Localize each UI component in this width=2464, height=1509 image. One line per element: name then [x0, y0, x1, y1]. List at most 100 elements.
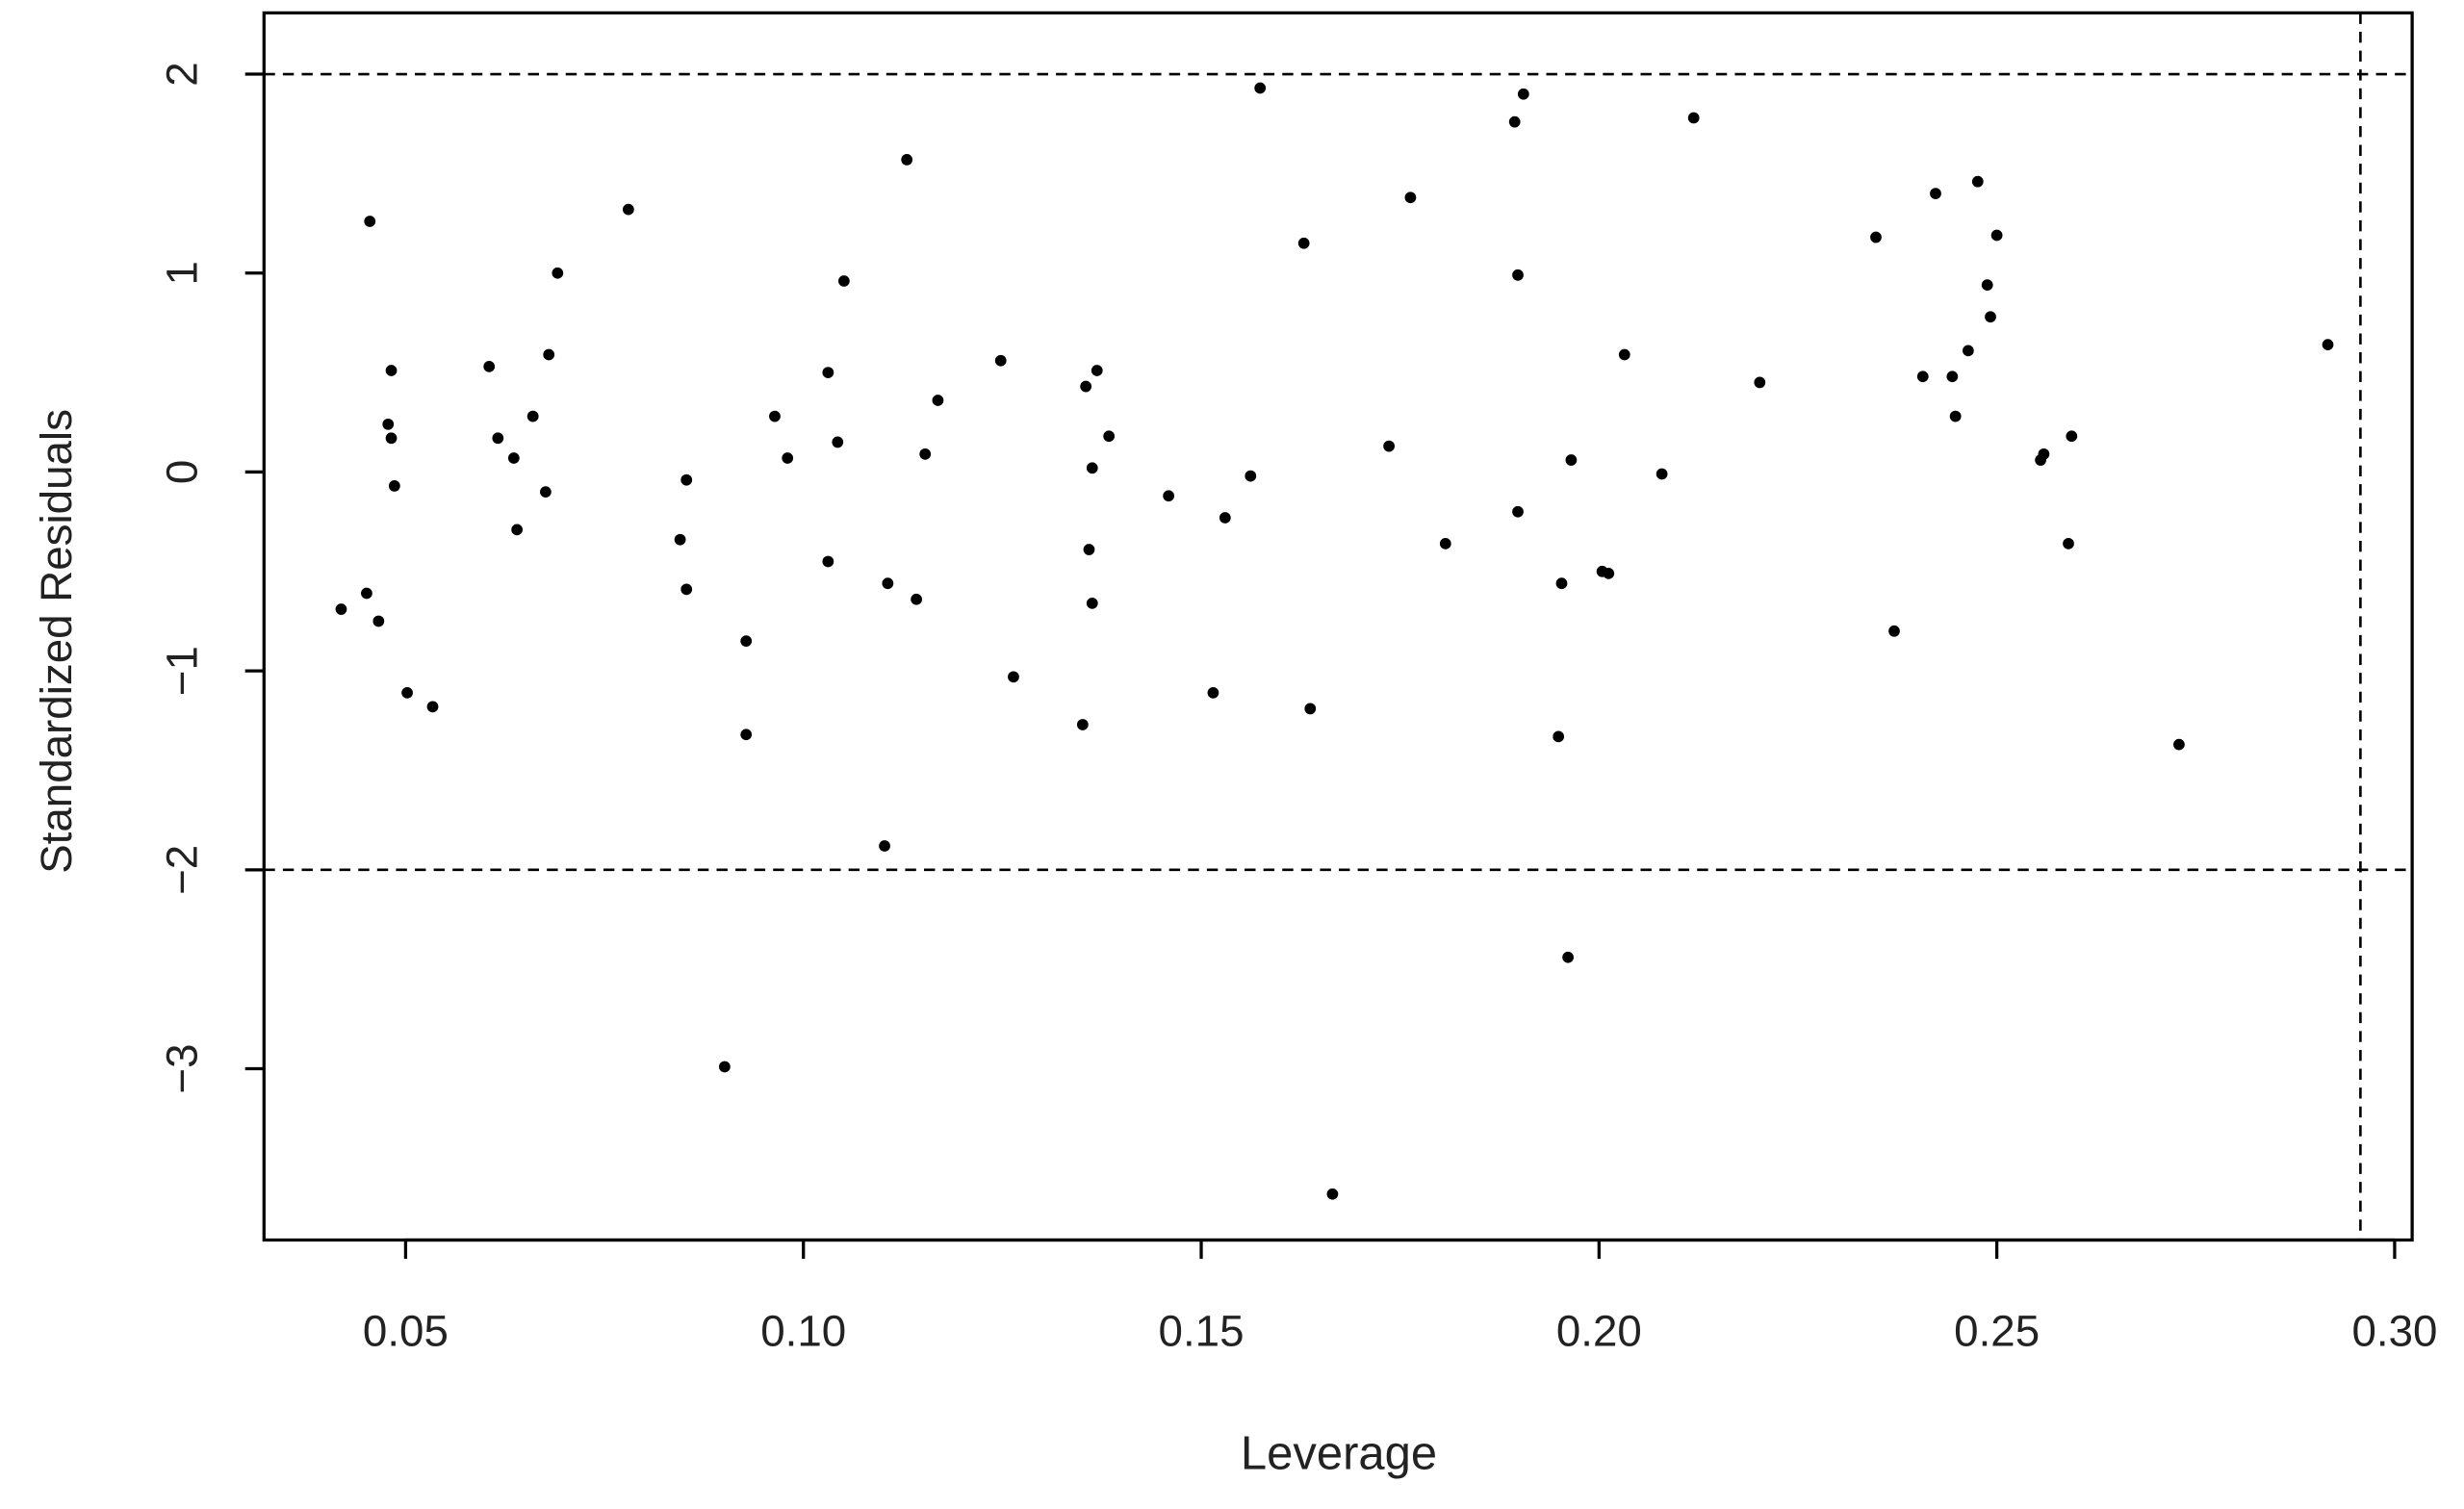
- point: [511, 524, 524, 536]
- point: [879, 840, 890, 852]
- point: [1754, 376, 1766, 389]
- point: [540, 486, 552, 498]
- y-axis-title: Standardized Residuals: [32, 409, 81, 874]
- point: [1512, 505, 1524, 518]
- x-tick-label: 0.15: [1159, 1307, 1245, 1356]
- point: [372, 615, 385, 627]
- point: [832, 436, 844, 448]
- point: [680, 583, 693, 596]
- point: [1618, 348, 1630, 361]
- point: [822, 555, 834, 568]
- y-tick-label: −1: [158, 646, 207, 696]
- point: [1562, 951, 1574, 963]
- point: [1508, 115, 1521, 128]
- point: [994, 354, 1007, 367]
- point: [1163, 490, 1175, 502]
- point: [882, 577, 894, 590]
- y-tick-label: 0: [158, 460, 207, 484]
- point: [919, 448, 932, 460]
- point: [335, 603, 347, 615]
- point: [2063, 537, 2074, 550]
- point: [1962, 345, 1974, 357]
- point: [901, 154, 913, 166]
- point: [543, 348, 555, 361]
- point: [769, 410, 781, 422]
- y-tick-label: −3: [158, 1043, 207, 1093]
- point: [1565, 454, 1578, 466]
- point: [622, 203, 634, 216]
- point: [1946, 371, 1959, 383]
- point: [782, 452, 794, 464]
- point: [1207, 686, 1219, 699]
- point: [1326, 1188, 1339, 1200]
- point: [1439, 537, 1451, 550]
- point: [526, 410, 539, 422]
- point: [492, 432, 504, 445]
- x-tick-label: 0.05: [363, 1307, 449, 1356]
- point: [1080, 380, 1092, 393]
- point: [932, 395, 944, 406]
- point: [385, 365, 398, 376]
- x-tick-label: 0.25: [1954, 1307, 2040, 1356]
- x-tick-label: 0.20: [1556, 1307, 1642, 1356]
- point: [2173, 738, 2185, 751]
- point: [1981, 279, 1993, 292]
- point: [1603, 567, 1615, 579]
- point: [1949, 410, 1962, 422]
- point: [361, 587, 372, 600]
- point: [1254, 82, 1267, 94]
- point: [2066, 430, 2078, 443]
- point: [2322, 339, 2334, 351]
- point: [483, 361, 496, 372]
- plot-frame: [262, 11, 2414, 1242]
- point: [1687, 112, 1700, 124]
- y-tick-label: 1: [158, 261, 207, 285]
- point: [1297, 237, 1310, 249]
- point: [1990, 229, 2003, 242]
- point: [838, 275, 850, 287]
- point: [740, 635, 753, 648]
- point: [552, 267, 564, 279]
- point: [1083, 544, 1095, 555]
- point: [401, 686, 413, 699]
- point: [2038, 448, 2050, 460]
- point: [1008, 671, 1019, 683]
- y-tick-label: 2: [158, 62, 207, 86]
- x-tick-label: 0.10: [760, 1307, 846, 1356]
- point: [1555, 577, 1568, 590]
- point: [1553, 730, 1565, 743]
- point: [1404, 192, 1417, 204]
- point: [1512, 269, 1524, 281]
- point: [364, 216, 376, 227]
- point: [382, 418, 395, 430]
- point: [822, 367, 834, 378]
- x-axis-title: Leverage: [1241, 1428, 1437, 1480]
- y-tick-label: −2: [158, 845, 207, 895]
- point: [1383, 440, 1395, 452]
- point: [1091, 365, 1103, 376]
- point: [1985, 311, 1996, 323]
- point: [1517, 88, 1529, 100]
- point: [426, 701, 439, 713]
- point: [1076, 719, 1089, 730]
- point: [385, 432, 398, 445]
- point: [388, 480, 400, 492]
- point: [1086, 462, 1098, 474]
- point: [1245, 470, 1257, 482]
- point: [507, 452, 520, 464]
- point: [674, 533, 686, 546]
- point: [1656, 468, 1668, 480]
- point: [1103, 430, 1116, 443]
- point: [1304, 703, 1317, 715]
- point: [680, 473, 693, 486]
- point: [1219, 512, 1231, 524]
- point: [1888, 625, 1900, 637]
- point: [740, 729, 753, 741]
- point: [1930, 188, 1941, 199]
- x-tick-label: 0.30: [2351, 1307, 2437, 1356]
- point: [911, 593, 922, 605]
- point: [719, 1061, 731, 1073]
- point: [1916, 371, 1929, 383]
